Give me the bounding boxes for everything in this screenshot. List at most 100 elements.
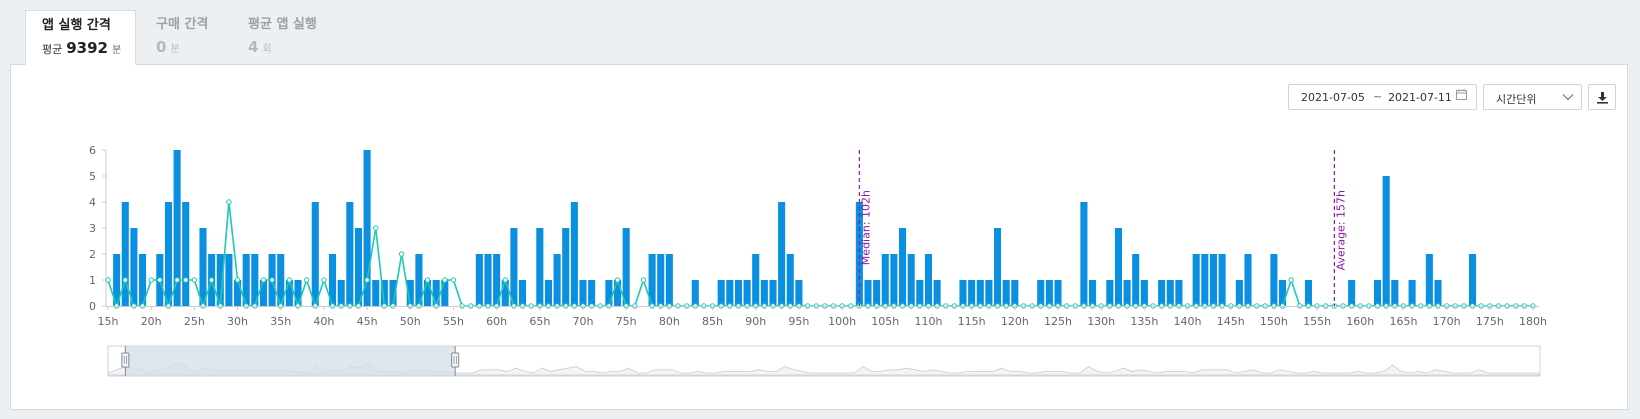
bar[interactable] [924,254,932,306]
bar[interactable] [1209,254,1217,306]
bar[interactable] [717,280,725,306]
bar[interactable] [1244,254,1252,306]
bar[interactable] [415,254,423,306]
bar[interactable] [588,280,596,306]
line-point[interactable] [234,277,241,283]
bar[interactable] [1158,280,1166,306]
tab-app-launch-interval[interactable]: 앱 실행 간격 평균 9392 분 [25,10,136,65]
bar[interactable] [1469,254,1477,306]
bar[interactable] [968,280,976,306]
bar[interactable] [1080,202,1088,306]
bar[interactable] [890,254,898,306]
bar[interactable] [916,280,924,306]
bar[interactable] [173,150,181,306]
line-point[interactable] [183,277,189,283]
bar[interactable] [1106,280,1114,306]
bar[interactable] [994,228,1002,306]
bar[interactable] [519,280,527,306]
line-point[interactable] [122,277,128,283]
bar[interactable] [760,280,768,306]
line-point[interactable] [303,277,310,283]
bar[interactable] [1348,280,1356,306]
bar[interactable] [121,202,129,306]
bar[interactable] [354,228,362,306]
bar[interactable] [199,228,207,306]
bar[interactable] [113,254,121,306]
bar[interactable] [251,254,259,306]
bar[interactable] [795,280,803,306]
bar[interactable] [501,280,509,306]
bar[interactable] [1304,280,1312,306]
bar[interactable] [337,280,345,306]
bar[interactable] [1037,280,1045,306]
bar[interactable] [553,254,561,306]
bar[interactable] [1382,176,1390,306]
line-point[interactable] [614,277,621,283]
bar[interactable] [1192,254,1200,306]
bar[interactable] [139,254,147,306]
line-point[interactable] [640,277,647,283]
bar[interactable] [691,280,699,306]
bar[interactable] [234,280,242,306]
bar[interactable] [294,280,302,306]
bar[interactable] [786,254,794,306]
line-point[interactable] [174,277,180,283]
navigator-handle-left[interactable] [121,352,130,368]
bar[interactable] [933,280,941,306]
bar[interactable] [1114,228,1122,306]
bar[interactable] [985,280,993,306]
bar[interactable] [1123,280,1131,306]
time-unit-select[interactable]: 시간단위 [1483,84,1582,110]
line-point[interactable] [148,277,154,283]
bar[interactable] [614,280,622,306]
bar[interactable] [726,280,734,306]
bar[interactable] [493,254,501,306]
line-point[interactable] [450,277,457,283]
bar[interactable] [536,228,544,306]
line-point[interactable] [424,277,431,283]
bar[interactable] [562,228,570,306]
bar[interactable] [1054,280,1062,306]
bar[interactable] [277,254,285,306]
bar[interactable] [1201,254,1209,306]
bar[interactable] [1132,254,1140,306]
bar[interactable] [484,254,492,306]
bar[interactable] [285,280,293,306]
bar[interactable] [622,228,630,306]
bar[interactable] [1425,254,1433,306]
bar[interactable] [424,280,432,306]
bar[interactable] [406,280,414,306]
bar[interactable] [164,202,172,306]
bar[interactable] [1002,280,1010,306]
bar[interactable] [130,228,138,306]
line-point[interactable] [226,199,232,205]
bar[interactable] [1218,254,1226,306]
bar[interactable] [242,254,250,306]
bar[interactable] [657,254,665,306]
bar[interactable] [1434,280,1442,306]
line-point[interactable] [442,277,448,283]
bar[interactable] [1279,280,1287,306]
bar[interactable] [1374,280,1382,306]
bar[interactable] [570,202,578,306]
bar[interactable] [881,254,889,306]
line-point[interactable] [502,277,508,283]
bar[interactable] [743,280,751,306]
line-point[interactable] [157,277,163,283]
line-point[interactable] [1288,277,1294,283]
bar[interactable] [752,254,760,306]
bar[interactable] [605,280,613,306]
bar[interactable] [372,280,380,306]
bar[interactable] [1045,280,1053,306]
bar[interactable] [182,202,190,306]
bar[interactable] [1408,280,1416,306]
bar[interactable] [1089,280,1097,306]
bar[interactable] [1011,280,1019,306]
bar[interactable] [259,280,267,306]
bar[interactable] [363,150,371,306]
line-point[interactable] [398,251,405,257]
bar[interactable] [778,202,786,306]
bar[interactable] [665,254,673,306]
bar[interactable] [1235,280,1243,306]
